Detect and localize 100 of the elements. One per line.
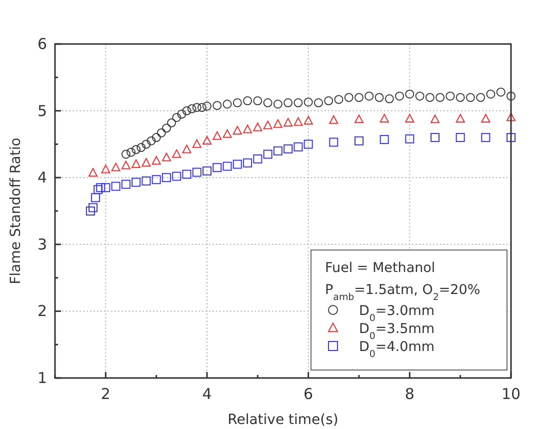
point	[374, 92, 384, 102]
x-tick-label: 6	[304, 385, 314, 403]
y-tick-label: 5	[37, 102, 47, 120]
point	[132, 159, 141, 168]
point	[152, 175, 161, 184]
point	[329, 115, 338, 124]
point	[456, 114, 465, 123]
point	[354, 114, 364, 124]
point	[384, 94, 394, 104]
point	[456, 92, 465, 102]
y-tick-label: 6	[37, 35, 47, 53]
point	[354, 136, 364, 146]
point	[481, 133, 490, 142]
point	[263, 150, 272, 159]
point	[284, 98, 293, 108]
point	[405, 114, 414, 123]
point	[263, 120, 272, 130]
point	[304, 98, 313, 107]
point	[380, 114, 389, 123]
point	[101, 164, 110, 174]
point	[496, 88, 506, 97]
point	[126, 148, 136, 157]
point	[121, 150, 130, 159]
point	[132, 178, 141, 187]
point	[88, 203, 98, 212]
point	[222, 162, 232, 171]
point	[284, 144, 293, 154]
point	[304, 140, 313, 149]
point	[136, 143, 146, 152]
x-tick-label: 8	[404, 385, 414, 403]
point	[162, 124, 171, 133]
point	[476, 92, 486, 102]
point	[430, 114, 440, 124]
point	[232, 126, 242, 135]
point	[364, 92, 374, 101]
point	[446, 92, 455, 101]
y-tick-label: 3	[37, 235, 47, 254]
point	[405, 90, 414, 99]
point	[111, 182, 120, 191]
point	[273, 146, 282, 156]
point	[192, 139, 202, 148]
legend-label: D$_{0}$=3.0mm	[359, 303, 435, 324]
point	[354, 92, 364, 102]
point	[506, 133, 516, 142]
point	[182, 170, 192, 179]
point	[273, 119, 282, 128]
point	[243, 96, 252, 106]
point	[405, 134, 414, 144]
point	[172, 149, 182, 158]
x-tick-label: 4	[202, 385, 212, 403]
point	[232, 160, 242, 169]
point	[202, 136, 212, 145]
point	[187, 104, 196, 114]
y-tick-label: 4	[37, 168, 47, 187]
point	[263, 98, 272, 108]
point	[101, 183, 110, 192]
point	[121, 180, 130, 189]
point	[152, 156, 161, 165]
point	[294, 142, 303, 152]
point	[132, 145, 141, 154]
point	[162, 173, 171, 182]
point	[253, 154, 262, 164]
point	[486, 90, 496, 99]
point	[304, 116, 313, 125]
point	[232, 98, 242, 108]
legend-title: Fuel = Methanol	[325, 260, 436, 276]
legend-label: D$_{0}$=3.5mm	[359, 321, 435, 342]
point	[142, 140, 151, 149]
point	[156, 128, 166, 138]
point	[177, 110, 186, 119]
point	[172, 172, 182, 181]
point	[481, 114, 490, 123]
point	[222, 129, 232, 138]
x-tick-label: 10	[501, 385, 521, 403]
point	[192, 102, 202, 112]
annotation: P$_{amb}$=1.5atm, O$_{2}$=20%	[325, 282, 480, 302]
point	[324, 96, 334, 106]
point	[430, 133, 440, 142]
point	[344, 92, 354, 102]
point	[436, 92, 445, 102]
point	[506, 112, 516, 122]
point	[197, 102, 206, 112]
point	[212, 100, 222, 110]
point	[222, 100, 232, 109]
point	[212, 163, 222, 172]
y-tick-label: 1	[37, 369, 47, 387]
point	[334, 94, 344, 104]
point	[253, 96, 262, 106]
point	[415, 92, 424, 101]
point	[314, 98, 323, 108]
point	[142, 176, 151, 186]
y-axis-title: Flame Standoff Ratio	[8, 138, 24, 284]
point	[142, 158, 151, 167]
point	[182, 144, 192, 154]
point	[425, 92, 434, 102]
point	[329, 138, 338, 147]
point	[91, 193, 100, 202]
point	[456, 133, 465, 142]
point	[96, 183, 106, 192]
point	[202, 102, 212, 111]
